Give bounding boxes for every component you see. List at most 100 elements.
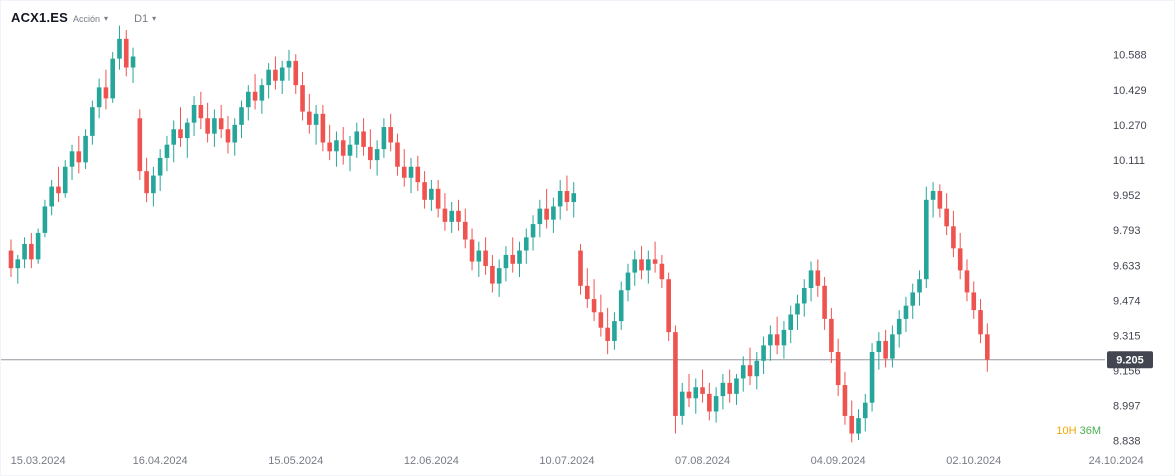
candle[interactable] — [985, 323, 990, 372]
candle[interactable] — [151, 166, 156, 207]
candle[interactable] — [503, 246, 509, 282]
candle[interactable] — [198, 91, 204, 130]
candles-series[interactable] — [8, 25, 990, 443]
candle[interactable] — [795, 294, 800, 330]
candle[interactable] — [822, 277, 827, 330]
candle[interactable] — [469, 228, 475, 271]
candle[interactable] — [713, 387, 719, 423]
candle[interactable] — [632, 250, 638, 286]
candle[interactable] — [361, 118, 366, 156]
candle[interactable] — [883, 329, 888, 368]
candle[interactable] — [415, 155, 421, 191]
candle[interactable] — [707, 382, 712, 421]
candle[interactable] — [598, 294, 604, 337]
candle[interactable] — [523, 228, 529, 264]
candle[interactable] — [388, 113, 393, 152]
candle[interactable] — [178, 107, 183, 147]
candle[interactable] — [96, 78, 102, 119]
candle[interactable] — [490, 254, 495, 293]
candle[interactable] — [930, 182, 936, 218]
candle[interactable] — [273, 56, 278, 90]
candle[interactable] — [239, 100, 244, 139]
candle[interactable] — [618, 281, 624, 330]
candle[interactable] — [917, 270, 922, 306]
candle[interactable] — [347, 135, 353, 172]
candle[interactable] — [788, 305, 793, 344]
date-axis[interactable]: 15.03.2024 16.04.2024 15.05.2024 12.06.2024… — [11, 455, 1144, 467]
candle[interactable] — [327, 124, 332, 161]
candle[interactable] — [205, 102, 210, 143]
symbol-selector[interactable]: ACX1.ES Acción ▾ — [11, 10, 108, 25]
candle[interactable] — [334, 131, 339, 167]
candle[interactable] — [659, 254, 665, 289]
candle[interactable] — [517, 241, 522, 277]
candle[interactable] — [374, 140, 380, 176]
candle[interactable] — [747, 347, 753, 386]
candle[interactable] — [246, 85, 251, 121]
candle[interactable] — [496, 259, 502, 297]
candle[interactable] — [35, 228, 41, 264]
candle[interactable] — [401, 149, 407, 187]
candle[interactable] — [462, 208, 468, 249]
candle[interactable] — [761, 336, 766, 375]
candle[interactable] — [646, 250, 651, 284]
candle[interactable] — [951, 210, 956, 258]
candle[interactable] — [625, 263, 631, 302]
candle[interactable] — [530, 215, 536, 251]
candle[interactable] — [29, 232, 34, 269]
candle[interactable] — [381, 118, 387, 158]
candle[interactable] — [768, 325, 773, 361]
candle[interactable] — [22, 237, 27, 269]
candle[interactable] — [395, 133, 400, 176]
candle[interactable] — [123, 30, 129, 77]
candle[interactable] — [212, 109, 217, 147]
candle[interactable] — [252, 74, 258, 110]
candle[interactable] — [754, 351, 760, 390]
candle[interactable] — [686, 374, 692, 408]
candle[interactable] — [734, 374, 739, 405]
candle[interactable] — [720, 374, 726, 410]
candle[interactable] — [808, 261, 814, 302]
candle[interactable] — [286, 49, 292, 81]
candle[interactable] — [191, 96, 197, 136]
candle[interactable] — [429, 179, 434, 211]
candle[interactable] — [313, 105, 319, 145]
candle[interactable] — [144, 157, 149, 203]
candle[interactable] — [56, 166, 61, 203]
candle[interactable] — [259, 78, 265, 114]
candle[interactable] — [157, 149, 163, 191]
candle[interactable] — [869, 343, 875, 412]
candle[interactable] — [591, 279, 597, 322]
candle[interactable] — [605, 307, 610, 355]
candle[interactable] — [340, 127, 346, 165]
candle[interactable] — [876, 332, 882, 370]
candle[interactable] — [117, 25, 122, 70]
candle[interactable] — [964, 259, 970, 302]
candle[interactable] — [890, 325, 895, 368]
candle[interactable] — [896, 310, 902, 348]
candle[interactable] — [408, 157, 414, 194]
candle[interactable] — [835, 338, 841, 397]
candle[interactable] — [578, 243, 583, 295]
candle[interactable] — [42, 199, 48, 238]
candle[interactable] — [639, 246, 644, 280]
candle[interactable] — [571, 182, 577, 218]
timeframe-selector[interactable]: D1 ▾ — [134, 13, 156, 25]
candle[interactable] — [103, 69, 109, 110]
candle[interactable] — [815, 259, 821, 297]
candle[interactable] — [551, 197, 556, 233]
candle[interactable] — [910, 283, 916, 319]
candle[interactable] — [727, 369, 732, 403]
candle[interactable] — [422, 171, 427, 209]
candle[interactable] — [137, 109, 143, 180]
candle[interactable] — [476, 241, 482, 277]
candle[interactable] — [83, 129, 88, 169]
candle[interactable] — [652, 241, 658, 273]
candle[interactable] — [700, 369, 705, 403]
candle[interactable] — [971, 281, 977, 319]
candle[interactable] — [537, 199, 543, 238]
candle[interactable] — [666, 272, 671, 341]
candle[interactable] — [673, 325, 678, 434]
candle[interactable] — [510, 237, 516, 273]
